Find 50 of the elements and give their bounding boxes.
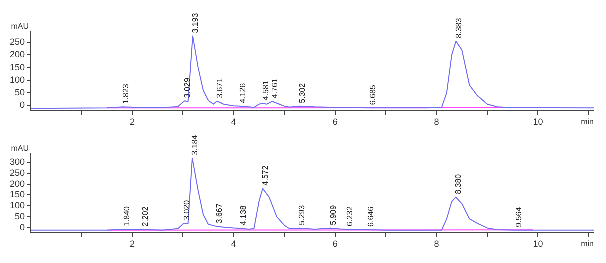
x-tick-label: 10	[533, 239, 544, 250]
annotation: 5.909	[328, 204, 338, 226]
annotation: 3.029	[182, 78, 192, 98]
annotation: 4.126	[238, 82, 248, 104]
annotation: 3.020	[182, 200, 192, 220]
annotation: 6.232	[345, 206, 354, 227]
y-tick-label: 50	[15, 88, 26, 98]
x-tick-label: 6	[332, 239, 338, 250]
annotation: 3.184	[190, 134, 200, 156]
x-tick-label: 6	[332, 117, 338, 128]
x-tick-label: 8	[434, 239, 440, 250]
x-tick-label: 4	[231, 117, 236, 128]
x-tick-label: 4	[231, 239, 236, 250]
y-tick-label: 150	[10, 62, 26, 72]
y-tick-label: 0	[20, 222, 26, 232]
y-tick-label: 250	[10, 168, 26, 178]
y-tick-label: 250	[10, 37, 26, 48]
y-tick-label: 300	[10, 157, 26, 168]
x-tick-label: 2	[130, 239, 135, 250]
annotation: 6.646	[366, 206, 376, 227]
x-axis-title: min	[581, 117, 594, 126]
y-tick-label: 100	[10, 200, 26, 211]
annotation: 3.193	[191, 12, 200, 34]
annotation: 3.667	[215, 203, 224, 224]
annotation: 4.761	[270, 78, 280, 99]
y-tick-label: 100	[10, 74, 26, 85]
y-tick-label: 50	[15, 211, 26, 222]
y-axis-title: mAU	[11, 22, 30, 32]
y-tick-label: 200	[10, 50, 26, 60]
y-tick-label: 200	[10, 178, 26, 189]
annotation: 4.572	[261, 165, 270, 186]
annotation: 4.581	[262, 80, 271, 101]
annotation: 9.564	[514, 206, 524, 228]
y-axis-title: mAU	[11, 144, 30, 154]
annotation: 5.302	[298, 82, 308, 104]
annotation: 4.138	[239, 205, 248, 226]
y-tick-label: 150	[10, 190, 26, 200]
annotation: 8.380	[454, 174, 464, 194]
x-tick-label: 10	[533, 117, 544, 128]
annotation: 1.823	[122, 84, 131, 104]
y-tick-label: 0	[20, 100, 26, 110]
x-axis-title: min	[581, 239, 594, 248]
annotation: 1.840	[122, 206, 132, 227]
x-tick-label: 2	[130, 117, 135, 128]
annotation: 3.671	[215, 78, 224, 98]
annotation: 2.202	[140, 206, 150, 227]
annotation: 5.293	[298, 204, 307, 226]
annotation: 6.685	[368, 84, 378, 106]
annotation: 8.383	[454, 18, 464, 38]
x-tick-label: 8	[434, 117, 440, 128]
